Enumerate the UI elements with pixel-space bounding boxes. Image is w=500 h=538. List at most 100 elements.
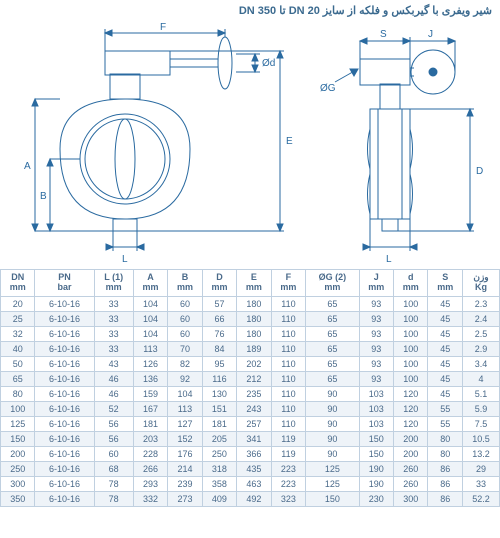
table-cell: 110	[271, 296, 305, 311]
table-cell: 150	[359, 446, 393, 461]
table-cell: 181	[133, 416, 167, 431]
table-cell: 65	[306, 296, 359, 311]
table-row: 1506-10-1656203152205341119901502008010.…	[1, 431, 500, 446]
table-cell: 110	[271, 416, 305, 431]
table-cell: 2.4	[462, 311, 499, 326]
table-cell: 260	[394, 476, 428, 491]
table-cell: 57	[202, 296, 236, 311]
col-header: L (1) mm	[94, 270, 133, 297]
table-cell: 2.3	[462, 296, 499, 311]
table-cell: 6-10-16	[35, 341, 94, 356]
table-cell: 86	[428, 461, 462, 476]
table-row: 3506-10-16783322734094923231502303008652…	[1, 491, 500, 506]
table-cell: 120	[394, 386, 428, 401]
col-header: J mm	[359, 270, 393, 297]
table-cell: 93	[359, 341, 393, 356]
table-cell: 65	[306, 311, 359, 326]
dim-label-od: Ød	[262, 58, 275, 69]
table-row: 1256-10-165618112718125711090103120557.5	[1, 416, 500, 431]
dim-label-l-right: L	[386, 254, 392, 265]
table-row: 256-10-163310460661801106593100452.4	[1, 311, 500, 326]
table-cell: 103	[359, 416, 393, 431]
table-cell: 86	[428, 491, 462, 506]
table-cell: 60	[168, 326, 202, 341]
table-cell: 65	[306, 356, 359, 371]
col-header: d mm	[394, 270, 428, 297]
table-row: 406-10-163311370841891106593100452.9	[1, 341, 500, 356]
table-cell: 45	[428, 386, 462, 401]
table-cell: 6-10-16	[35, 431, 94, 446]
table-cell: 5.9	[462, 401, 499, 416]
table-cell: 6-10-16	[35, 416, 94, 431]
table-cell: 20	[1, 296, 35, 311]
table-cell: 56	[94, 416, 133, 431]
table-cell: 205	[202, 431, 236, 446]
drawing-svg: F Ød E A B L S J ØG D L	[0, 19, 500, 269]
table-cell: 150	[1, 431, 35, 446]
table-cell: 6-10-16	[35, 491, 94, 506]
table-cell: 100	[394, 341, 428, 356]
table-cell: 90	[306, 431, 359, 446]
table-cell: 60	[94, 446, 133, 461]
table-cell: 110	[271, 386, 305, 401]
table-cell: 202	[237, 356, 271, 371]
col-header: A mm	[133, 270, 167, 297]
table-cell: 6-10-16	[35, 446, 94, 461]
table-cell: 150	[359, 431, 393, 446]
table-row: 806-10-164615910413023511090103120455.1	[1, 386, 500, 401]
col-header: PN bar	[35, 270, 94, 297]
table-cell: 260	[394, 461, 428, 476]
table-cell: 110	[271, 341, 305, 356]
table-cell: 43	[94, 356, 133, 371]
table-cell: 65	[306, 371, 359, 386]
table-cell: 100	[394, 311, 428, 326]
table-cell: 110	[271, 356, 305, 371]
table-cell: 119	[271, 431, 305, 446]
table-cell: 45	[428, 311, 462, 326]
table-cell: 350	[1, 491, 35, 506]
table-cell: 250	[202, 446, 236, 461]
dimensions-table: DN mmPN barL (1) mmA mmB mmD mmE mmF mmØ…	[0, 269, 500, 507]
table-cell: 180	[237, 296, 271, 311]
table-cell: 33	[94, 326, 133, 341]
table-cell: 100	[394, 356, 428, 371]
table-cell: 300	[1, 476, 35, 491]
dim-label-a: A	[24, 161, 31, 172]
table-cell: 45	[428, 371, 462, 386]
table-cell: 60	[168, 296, 202, 311]
table-cell: 125	[1, 416, 35, 431]
table-cell: 180	[237, 311, 271, 326]
table-cell: 52.2	[462, 491, 499, 506]
table-cell: 6-10-16	[35, 461, 94, 476]
dim-label-j: J	[428, 29, 433, 40]
table-cell: 103	[359, 401, 393, 416]
table-cell: 167	[133, 401, 167, 416]
dim-label-s: S	[380, 29, 387, 40]
table-cell: 78	[94, 476, 133, 491]
col-header: DN mm	[1, 270, 35, 297]
table-cell: 5.1	[462, 386, 499, 401]
table-cell: 212	[237, 371, 271, 386]
table-cell: 33	[94, 296, 133, 311]
table-row: 3006-10-16782932393584632231251902608633	[1, 476, 500, 491]
table-cell: 90	[306, 446, 359, 461]
table-cell: 13.2	[462, 446, 499, 461]
table-cell: 65	[1, 371, 35, 386]
table-cell: 239	[168, 476, 202, 491]
table-cell: 200	[394, 446, 428, 461]
table-cell: 95	[202, 356, 236, 371]
table-cell: 463	[237, 476, 271, 491]
table-cell: 45	[428, 356, 462, 371]
table-cell: 200	[394, 431, 428, 446]
table-cell: 100	[394, 371, 428, 386]
table-cell: 78	[94, 491, 133, 506]
table-cell: 90	[306, 386, 359, 401]
table-cell: 93	[359, 296, 393, 311]
table-cell: 223	[271, 461, 305, 476]
table-cell: 76	[202, 326, 236, 341]
dim-label-b: B	[40, 191, 47, 202]
dim-label-e: E	[286, 136, 293, 147]
table-row: 2006-10-1660228176250366119901502008013.…	[1, 446, 500, 461]
table-cell: 257	[237, 416, 271, 431]
table-cell: 104	[168, 386, 202, 401]
